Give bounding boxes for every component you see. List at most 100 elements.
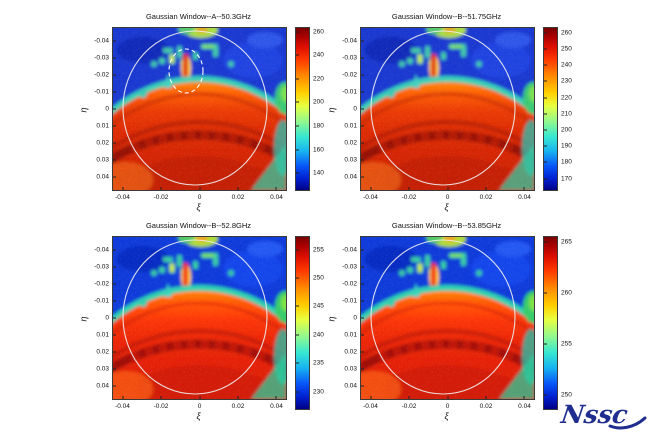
y-tick-label: 0.02	[344, 348, 357, 356]
y-tick-mark	[361, 283, 364, 285]
x-tick-mark	[237, 396, 239, 399]
y-tick-mark	[113, 125, 116, 127]
nssc-logo-graphic: Nssc	[558, 399, 647, 430]
y-tick-label: 0	[353, 105, 357, 113]
colorbar-tick-mark	[296, 31, 299, 33]
x-tick-label: 0	[197, 403, 202, 410]
x-tick-label: -0.02	[401, 194, 417, 201]
colorbar-gradient: 265 260 255 250	[543, 236, 572, 410]
x-tick-mark	[199, 396, 200, 399]
y-tick-mark	[113, 108, 116, 110]
y-tick-label: 0	[105, 105, 109, 113]
x-tick-label: -0.04	[115, 194, 130, 201]
y-tick-mark	[361, 40, 364, 42]
colorbar-tick-mark	[296, 362, 299, 364]
colorbar-tick-label: 240	[561, 61, 572, 69]
colorbar-tick-mark	[296, 149, 299, 151]
x-tick-mark	[447, 187, 448, 190]
colorbar-tick-label: 200	[561, 126, 572, 134]
subplot-gaussian-b-52-8ghz: Gaussian Window--B--52.8GHz η -0.04 -0.02…	[78, 219, 350, 427]
x-tick-label: 0.04	[270, 403, 283, 410]
x-tick-label: 0.02	[231, 403, 245, 410]
colorbar-tick-mark	[296, 249, 299, 251]
x-tick-mark	[199, 187, 200, 190]
y-tick-mark	[113, 351, 116, 353]
colorbar-tick-mark	[544, 241, 547, 243]
colorbar-tick-label: 265	[561, 238, 572, 246]
y-tick-label: -0.03	[342, 54, 357, 62]
colorbar-tick-label: 160	[313, 146, 324, 154]
x-tick-label: -0.02	[153, 403, 169, 410]
colorbar-tick-mark	[544, 64, 547, 66]
x-tick-mark	[275, 396, 277, 399]
colorbar: 255 250 245 240 235 230	[295, 236, 324, 410]
colorbar-tick-label: 255	[561, 340, 572, 348]
y-tick-label: 0.01	[344, 122, 357, 130]
x-tick-label: -0.04	[363, 194, 378, 201]
colorbar: 260 250 240 230 220 210 200 190 180 170	[543, 27, 572, 191]
y-tick-mark	[361, 317, 364, 319]
subplot-gaussian-b-53-85ghz: Gaussian Window--B--53.85GHz η -0.04 -0.0…	[326, 219, 598, 427]
x-tick-mark	[485, 396, 487, 399]
x-tick-label: 0	[197, 194, 202, 201]
x-tick-label: 0	[445, 403, 450, 410]
colorbar: 260 240 220 200 180 160 140	[295, 27, 324, 191]
y-tick-label: -0.02	[342, 71, 357, 79]
heatmap-image: -0.04 -0.02 0 0.02 0.04 -0.04 -0.03 -0.02 -0.01 0…	[342, 27, 535, 201]
nssc-logo: Nssc	[554, 396, 648, 432]
colorbar-tick-label: 190	[561, 142, 572, 150]
x-tick-label: -0.04	[115, 403, 130, 410]
x-axis-label: ξ	[196, 202, 201, 212]
x-tick-mark	[160, 396, 162, 399]
colorbar-tick-label: 245	[313, 302, 324, 310]
colorbar-gradient: 260 250 240 230 220 210 200 190 180 170	[543, 27, 572, 191]
y-tick-label: -0.03	[342, 263, 357, 271]
x-axis-label: ξ	[196, 411, 201, 421]
y-tick-mark	[361, 385, 364, 387]
logo-swoosh	[608, 416, 647, 430]
y-tick-mark	[361, 266, 364, 268]
y-tick-label: 0.02	[96, 139, 109, 147]
y-tick-label: -0.02	[342, 280, 357, 288]
y-tick-mark	[361, 300, 364, 302]
colorbar-tick-label: 250	[313, 274, 324, 282]
heatmap-image: -0.04 -0.02 0 0.02 0.04 -0.04 -0.03 -0.02 -0.01 0…	[342, 236, 535, 410]
colorbar: 265 260 255 250	[543, 236, 572, 410]
y-tick-mark	[113, 300, 116, 302]
x-tick-label: 0.04	[270, 194, 283, 201]
x-tick-mark	[408, 396, 410, 399]
colorbar-tick-mark	[296, 305, 299, 307]
colorbar-tick-mark	[296, 54, 299, 56]
y-tick-mark	[361, 74, 364, 76]
x-tick-mark	[523, 187, 525, 190]
plot-title: Gaussian Window--B--52.8GHz	[145, 221, 252, 230]
colorbar-tick-mark	[296, 172, 299, 174]
y-tick-mark	[113, 57, 116, 59]
heatmap-image: -0.04 -0.02 0 0.02 0.04 -0.04 -0.03 -0.02 -0.01 0…	[94, 27, 287, 201]
colorbar-tick-label: 255	[313, 246, 324, 254]
y-tick-label: -0.02	[94, 71, 109, 79]
x-axis-label: ξ	[444, 202, 449, 212]
y-tick-mark	[113, 159, 116, 161]
x-tick-label: 0.02	[479, 403, 493, 410]
colorbar-tick-label: 180	[561, 158, 572, 166]
y-tick-mark	[361, 368, 364, 370]
y-tick-mark	[361, 334, 364, 336]
y-tick-label: 0.04	[344, 382, 357, 390]
colorbar-tick-label: 260	[561, 29, 572, 37]
y-tick-label: -0.01	[94, 88, 109, 96]
x-tick-label: 0.04	[518, 194, 531, 201]
subplot-gaussian-b-51-75ghz: Gaussian Window--B--51.75GHz η -0.04 -0.0…	[326, 10, 598, 218]
y-tick-mark	[361, 351, 364, 353]
y-tick-label: -0.04	[94, 37, 109, 45]
x-tick-mark	[160, 187, 162, 190]
y-tick-mark	[361, 57, 364, 59]
y-tick-label: -0.01	[342, 88, 357, 96]
x-tick-label: 0	[445, 194, 450, 201]
colorbar-tick-label: 230	[561, 77, 572, 85]
colorbar-tick-mark	[544, 178, 547, 180]
y-tick-label: 0.01	[96, 122, 109, 130]
x-tick-label: 0.02	[479, 194, 493, 201]
y-tick-label: 0.04	[344, 173, 357, 181]
